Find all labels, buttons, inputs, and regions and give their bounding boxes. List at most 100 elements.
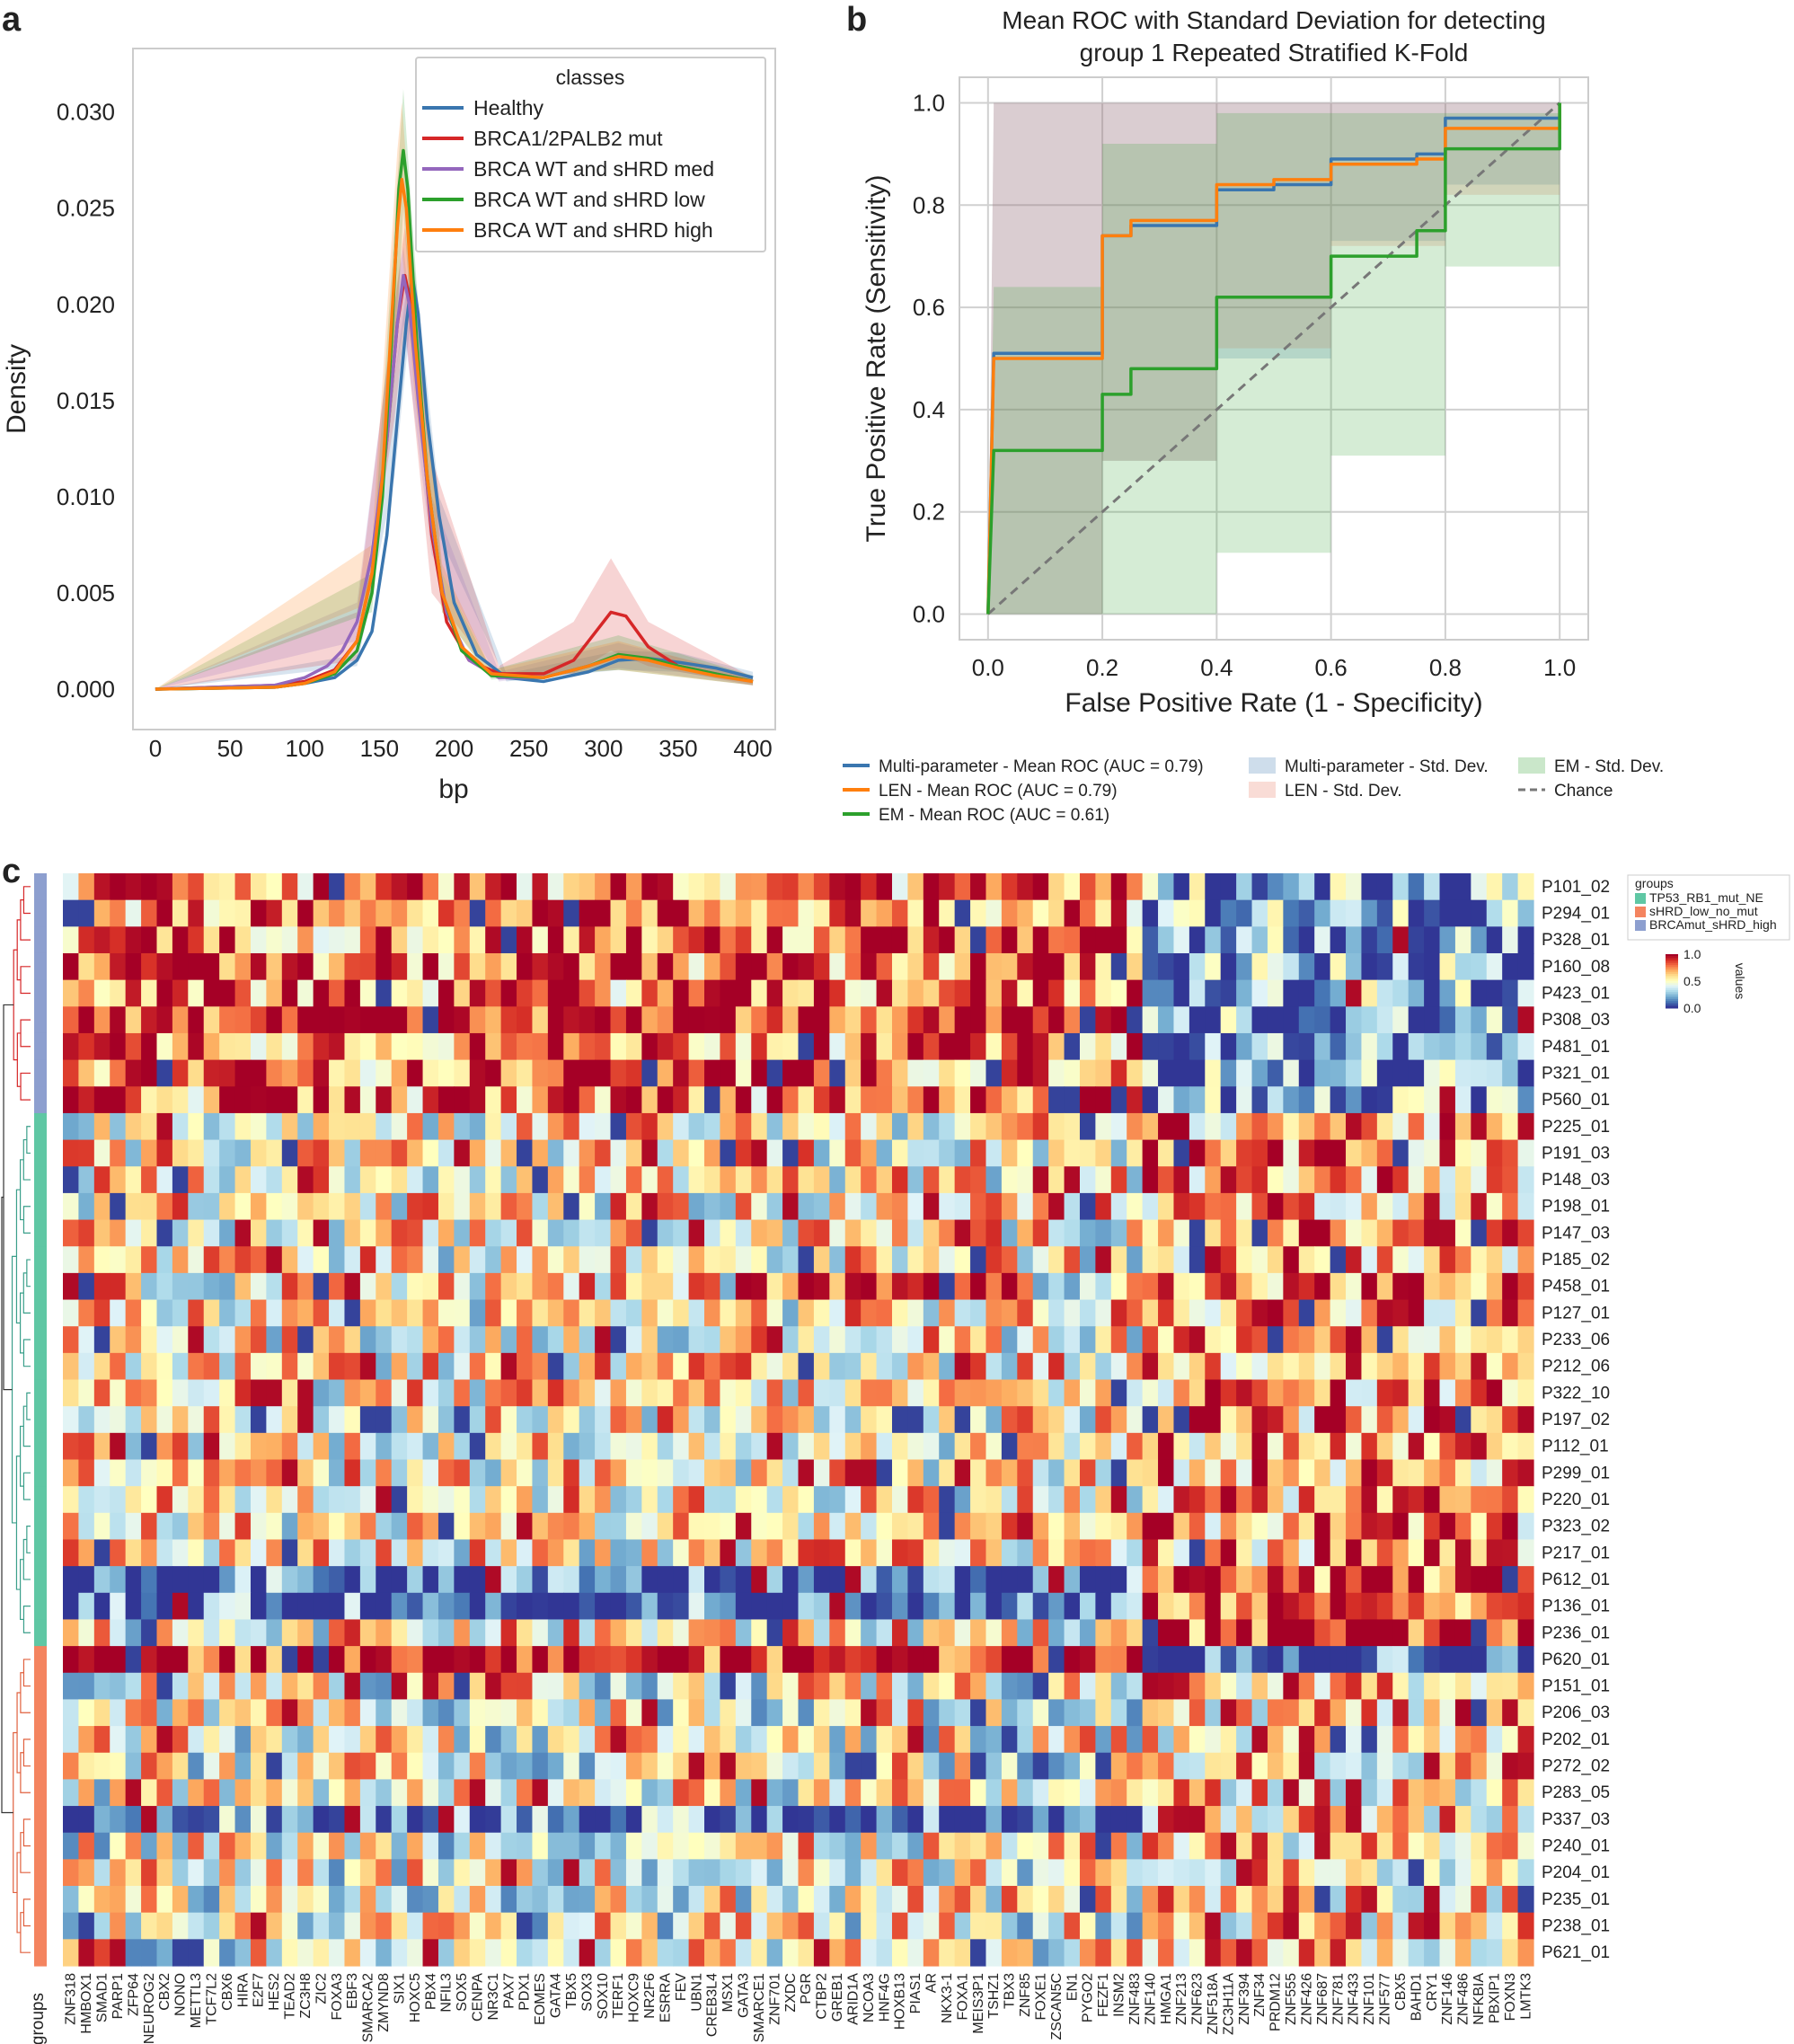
heatmap-cell xyxy=(1517,1006,1534,1034)
heatmap-cell xyxy=(188,1939,205,1967)
heatmap-cell xyxy=(1376,952,1393,981)
heatmap-cell xyxy=(861,1139,878,1167)
heatmap-cell xyxy=(344,1219,361,1247)
heatmap-cell xyxy=(985,1486,1003,1514)
heatmap-cell xyxy=(641,1619,658,1647)
heatmap-cell xyxy=(1079,1912,1096,1940)
heatmap-cell xyxy=(1032,1699,1049,1727)
heatmap-cell xyxy=(625,1112,642,1141)
heatmap-cell xyxy=(313,1859,330,1887)
heatmap-cell xyxy=(735,1299,752,1327)
heatmap-cell xyxy=(923,1486,940,1514)
heatmap-cell xyxy=(1346,1646,1363,1674)
heatmap-cell xyxy=(970,1219,987,1247)
heatmap-cell xyxy=(1017,1859,1034,1887)
heatmap-cell xyxy=(751,1086,768,1114)
heatmap-cell xyxy=(1001,926,1018,954)
heatmap-cell xyxy=(735,1512,752,1541)
heatmap-cell xyxy=(172,1566,189,1594)
heatmap-cell xyxy=(156,1006,173,1034)
heatmap-cell xyxy=(1251,1539,1268,1567)
heatmap-cell xyxy=(281,1672,298,1701)
heatmap-cell xyxy=(595,1006,612,1034)
heatmap-cell xyxy=(1471,1086,1488,1114)
heatmap-cell xyxy=(798,1272,815,1301)
heatmap-cell xyxy=(1424,1566,1441,1594)
heatmap-cell xyxy=(625,1912,642,1940)
heatmap-cell xyxy=(329,1646,346,1674)
heatmap-cell xyxy=(579,1566,596,1594)
heatmap-cell xyxy=(735,1539,752,1567)
heatmap-cell xyxy=(813,1646,830,1674)
heatmap-cell xyxy=(1486,1912,1503,1940)
heatmap-cell xyxy=(469,952,486,981)
heatmap-cell xyxy=(1517,1432,1534,1461)
heatmap-cell xyxy=(782,1486,800,1514)
heatmap-cell xyxy=(1298,1566,1315,1594)
heatmap-cell xyxy=(891,1566,908,1594)
heatmap-cell xyxy=(625,1646,642,1674)
heatmap-cell xyxy=(1236,1886,1253,1914)
heatmap-cell xyxy=(625,1032,642,1061)
heatmap-cell xyxy=(1220,1139,1237,1167)
heatmap-cell xyxy=(469,1406,486,1434)
heatmap-cell xyxy=(610,899,627,927)
heatmap-cell xyxy=(923,1592,940,1621)
heatmap-cell xyxy=(1236,1566,1253,1594)
heatmap-cell xyxy=(517,1246,534,1274)
heatmap-cell xyxy=(376,1379,393,1407)
heatmap-cell xyxy=(1376,926,1393,954)
heatmap-cell xyxy=(172,1459,189,1487)
heatmap-cell xyxy=(266,1592,283,1621)
heatmap-cell xyxy=(579,1779,596,1807)
heatmap-cell xyxy=(813,1779,830,1807)
density-x-axis-label: bp xyxy=(438,774,468,804)
heatmap-cell xyxy=(782,1859,800,1887)
heatmap-cell xyxy=(720,1859,737,1887)
heatmap-cell xyxy=(1064,1672,1081,1701)
group-annotation-cell xyxy=(34,1139,47,1167)
heatmap-cell xyxy=(939,1192,956,1221)
heatmap-cell xyxy=(782,1086,800,1114)
heatmap-cell xyxy=(923,1859,940,1887)
heatmap-cell xyxy=(234,1406,252,1434)
heatmap-cell xyxy=(970,1246,987,1274)
heatmap-cell xyxy=(1298,1166,1315,1194)
heatmap-cell xyxy=(110,1406,127,1434)
heatmap-cell xyxy=(1454,1326,1471,1354)
heatmap-cell xyxy=(469,1006,486,1034)
heatmap-cell xyxy=(110,1859,127,1887)
heatmap-cell xyxy=(1079,1166,1096,1194)
heatmap-cell xyxy=(688,1512,705,1541)
heatmap-cell xyxy=(1392,1432,1410,1461)
heatmap-cell xyxy=(954,1779,971,1807)
heatmap-cell xyxy=(1110,926,1127,954)
heatmap-column-label: HMBOX1 xyxy=(79,1973,94,2034)
heatmap-cell xyxy=(329,1432,346,1461)
heatmap-cell xyxy=(1236,1112,1253,1141)
heatmap-cell xyxy=(93,1592,110,1621)
heatmap-cell xyxy=(641,1566,658,1594)
heatmap-cell xyxy=(641,899,658,927)
heatmap-cell xyxy=(485,1779,502,1807)
heatmap-cell xyxy=(125,1699,142,1727)
heatmap-cell xyxy=(1267,979,1284,1007)
heatmap-cell xyxy=(844,1832,862,1860)
groups-legend-label: sHRD_low_no_mut xyxy=(1649,904,1758,918)
heatmap-cell xyxy=(359,1486,376,1514)
heatmap-cell xyxy=(1220,1752,1237,1780)
heatmap-cell xyxy=(407,1112,424,1141)
heatmap-cell xyxy=(250,1539,267,1567)
heatmap-cell xyxy=(1001,1192,1018,1221)
heatmap-cell xyxy=(1486,1779,1503,1807)
heatmap-cell xyxy=(156,1752,173,1780)
heatmap-cell xyxy=(125,1486,142,1514)
heatmap-cell xyxy=(688,1379,705,1407)
heatmap-cell xyxy=(829,1006,846,1034)
heatmap-cell xyxy=(1158,1032,1175,1061)
heatmap-cell xyxy=(329,1859,346,1887)
heatmap-cell xyxy=(391,979,408,1007)
heatmap-cell xyxy=(673,1112,690,1141)
heatmap-cell xyxy=(344,1326,361,1354)
heatmap-cell xyxy=(673,1779,690,1807)
